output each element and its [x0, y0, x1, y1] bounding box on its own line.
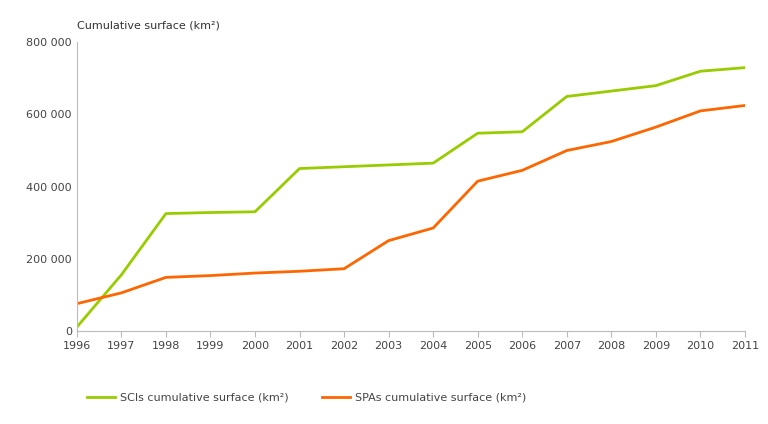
- SCIs cumulative surface (km²): [562, 94, 571, 99]
- SPAs cumulative surface (km²): [117, 290, 126, 296]
- SPAs cumulative surface (km²): [518, 168, 527, 173]
- SCIs cumulative surface (km²): [696, 69, 705, 74]
- SCIs cumulative surface (km²): [72, 325, 81, 330]
- SCIs cumulative surface (km²): [429, 161, 438, 166]
- SPAs cumulative surface (km²): [384, 238, 393, 243]
- SPAs cumulative surface (km²): [740, 103, 750, 108]
- Line: SPAs cumulative surface (km²): SPAs cumulative surface (km²): [77, 106, 745, 304]
- SCIs cumulative surface (km²): [161, 211, 170, 216]
- SCIs cumulative surface (km²): [250, 209, 260, 214]
- SPAs cumulative surface (km²): [206, 273, 215, 278]
- SPAs cumulative surface (km²): [429, 226, 438, 231]
- SPAs cumulative surface (km²): [295, 269, 304, 274]
- SPAs cumulative surface (km²): [562, 148, 571, 153]
- SCIs cumulative surface (km²): [607, 89, 616, 94]
- SCIs cumulative surface (km²): [651, 83, 660, 88]
- SPAs cumulative surface (km²): [72, 301, 81, 306]
- SCIs cumulative surface (km²): [384, 162, 393, 167]
- SPAs cumulative surface (km²): [696, 108, 705, 113]
- SPAs cumulative surface (km²): [651, 125, 660, 130]
- SCIs cumulative surface (km²): [295, 166, 304, 171]
- Legend: SCIs cumulative surface (km²), SPAs cumulative surface (km²): SCIs cumulative surface (km²), SPAs cumu…: [82, 388, 531, 407]
- SCIs cumulative surface (km²): [206, 210, 215, 215]
- Text: Cumulative surface (km²): Cumulative surface (km²): [77, 21, 220, 31]
- SPAs cumulative surface (km²): [339, 266, 349, 271]
- SCIs cumulative surface (km²): [473, 131, 482, 136]
- SCIs cumulative surface (km²): [117, 272, 126, 277]
- SCIs cumulative surface (km²): [518, 129, 527, 134]
- SPAs cumulative surface (km²): [161, 275, 170, 280]
- Line: SCIs cumulative surface (km²): SCIs cumulative surface (km²): [77, 67, 745, 327]
- SPAs cumulative surface (km²): [473, 179, 482, 184]
- SCIs cumulative surface (km²): [339, 164, 349, 169]
- SCIs cumulative surface (km²): [740, 65, 750, 70]
- SPAs cumulative surface (km²): [607, 139, 616, 144]
- SPAs cumulative surface (km²): [250, 271, 260, 276]
